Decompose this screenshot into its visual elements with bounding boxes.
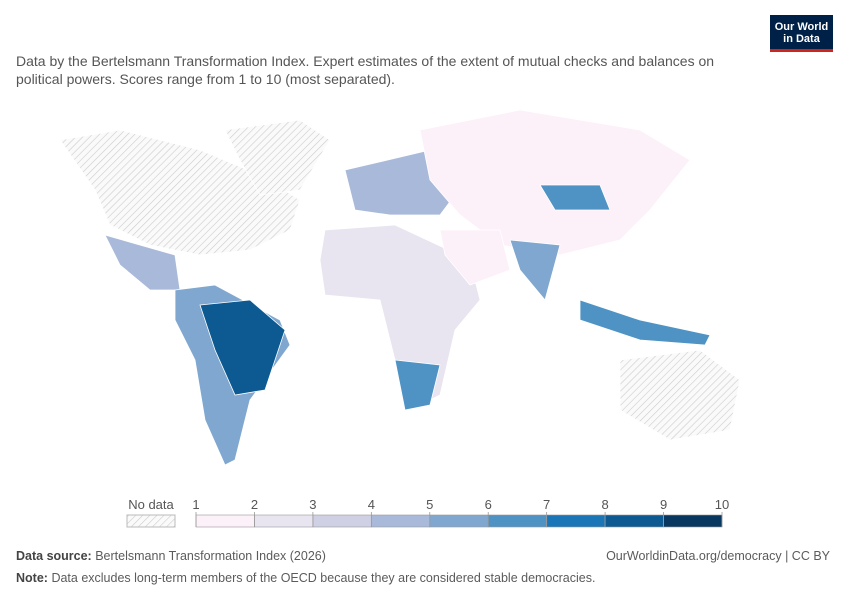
mexico <box>104 234 181 291</box>
legend-tick-label: 2 <box>251 497 258 512</box>
legend-tick-label: 3 <box>309 497 316 512</box>
russia-china <box>419 109 691 256</box>
southeast-asia <box>579 299 711 346</box>
legend-bin <box>487 514 547 528</box>
source-label: Data source: <box>16 549 92 563</box>
note-text: Data excludes long-term members of the O… <box>51 571 596 585</box>
southern-africa <box>394 359 441 411</box>
legend-tick-label: 7 <box>543 497 550 512</box>
legend-tick-label: 8 <box>601 497 608 512</box>
legend-bin <box>254 514 314 528</box>
note-label: Note: <box>16 571 48 585</box>
legend-tick-label: 5 <box>426 497 433 512</box>
logo[interactable]: Our World in Data <box>770 15 833 52</box>
legend-tick-label: 4 <box>368 497 375 512</box>
legend-tick-label: 1 <box>192 497 199 512</box>
australia <box>619 349 741 441</box>
india <box>509 239 561 301</box>
brazil <box>199 299 286 396</box>
legend-tick-label: 6 <box>485 497 492 512</box>
north-america <box>59 129 301 256</box>
legend-bin <box>371 514 431 528</box>
source-text: Bertelsmann Transformation Index (2026) <box>95 549 326 563</box>
legend-bin <box>195 514 255 528</box>
middle-east <box>439 229 511 286</box>
logo-line: in Data <box>783 33 820 45</box>
note: Note: Data excludes long-term members of… <box>16 571 595 585</box>
legend-tick-label: 10 <box>715 497 729 512</box>
legend: No data 1 2 3 4 5 6 7 8 9 10 <box>126 497 729 528</box>
legend-bin <box>312 514 372 528</box>
logo-line: Our World <box>774 21 829 33</box>
mongolia <box>539 184 611 211</box>
subtitle: Data by the Bertelsmann Transformation I… <box>16 53 715 87</box>
legend-tick-label: 9 <box>660 497 667 512</box>
legend-bin <box>546 514 606 528</box>
no-data-label: No data <box>128 497 174 512</box>
source: Data source: Bertelsmann Transformation … <box>16 549 326 563</box>
greenland <box>224 119 331 196</box>
no-data-swatch <box>126 514 176 528</box>
url[interactable]: OurWorldinData.org/democracy | CC BY <box>606 549 830 563</box>
legend-bin <box>663 514 723 528</box>
countries <box>59 109 741 466</box>
legend-bin <box>429 514 489 528</box>
legend-bin <box>604 514 664 528</box>
